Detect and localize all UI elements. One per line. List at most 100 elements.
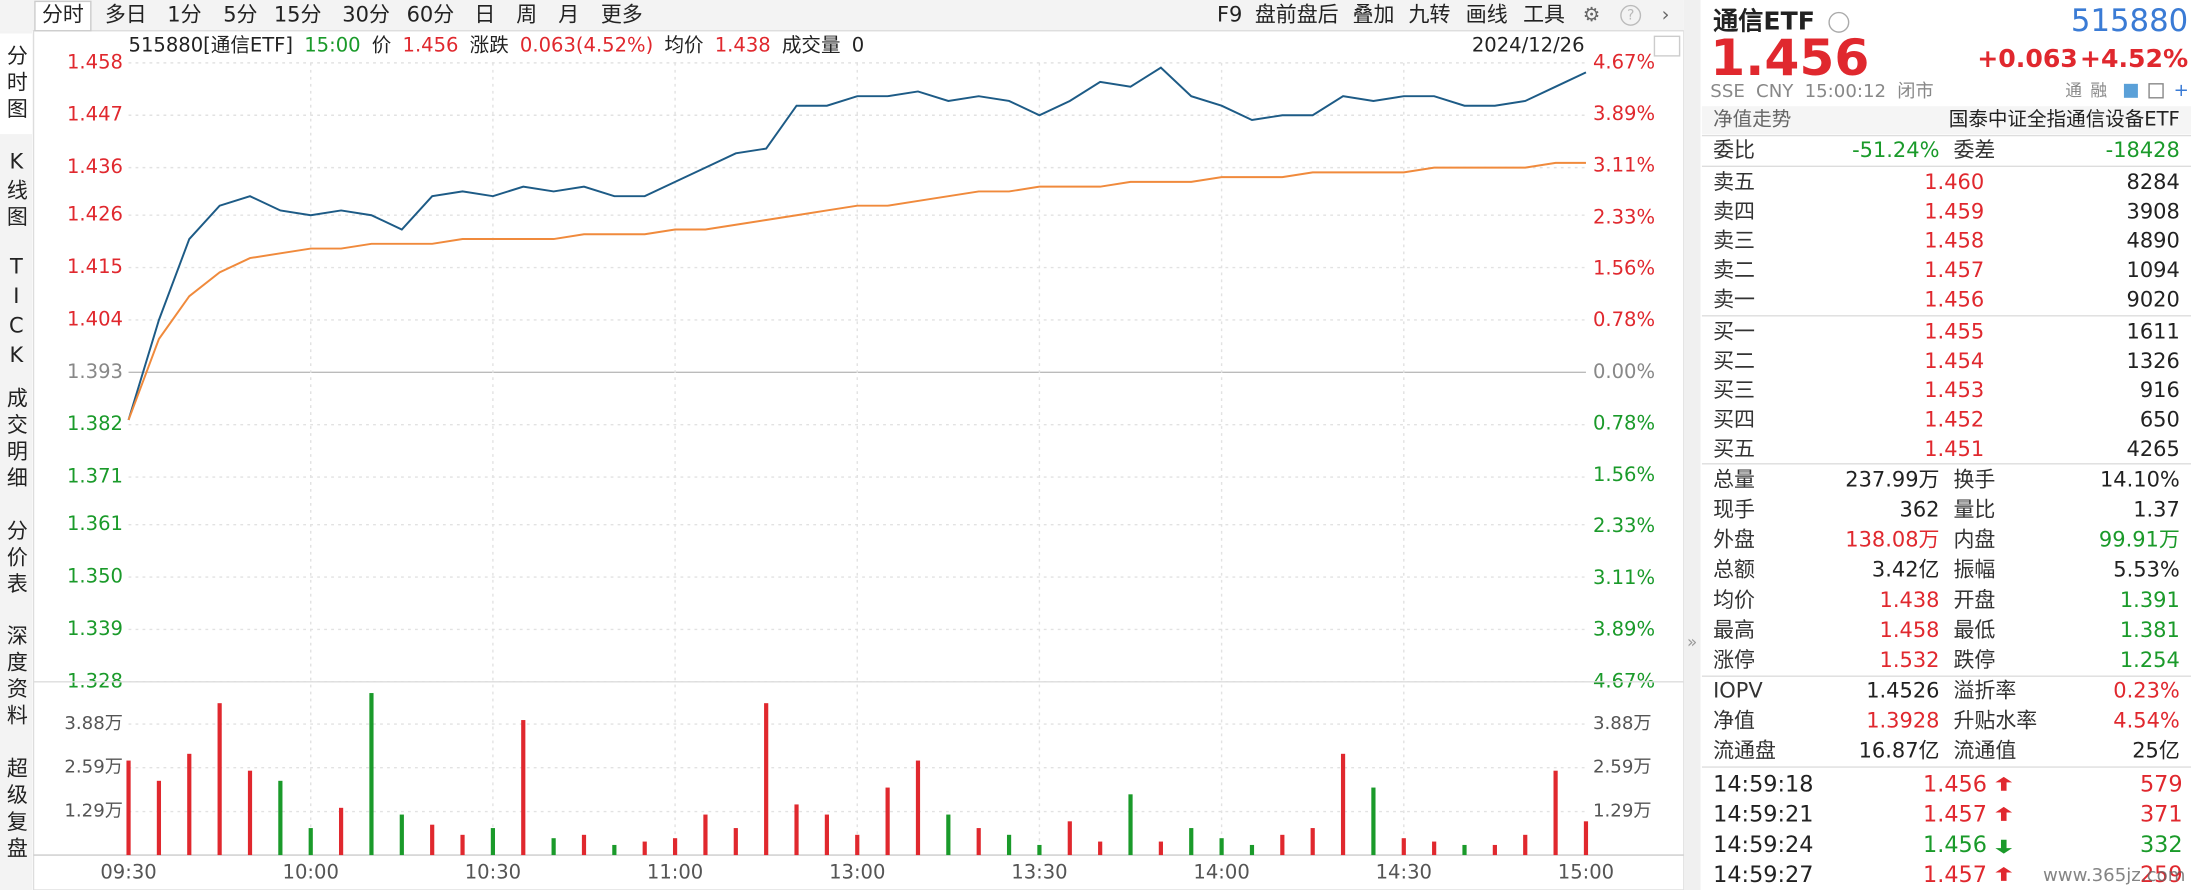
volume-bar [1158,841,1163,856]
stat-label: 流通值 [1953,739,2016,763]
volume-tick-label: 1.29万 [64,801,123,822]
volume-bar [1128,794,1133,856]
book-volume: 1611 [2127,320,2180,344]
volume-tick-label: 3.88万 [1593,713,1652,734]
stat-label: IOPV [1713,679,1763,703]
toolbar-tab[interactable]: 分时 [42,2,84,26]
stat-value: 14.10% [2100,468,2180,492]
toolbar-tab[interactable]: 5分 [223,2,257,26]
x-tick-label: 10:30 [465,861,521,884]
add-icon[interactable]: + [2174,80,2189,101]
volume-bar [1280,834,1285,856]
x-tick-label: 14:30 [1376,861,1432,884]
book-volume: 4265 [2127,437,2180,461]
y2-tick-label: 3.89% [1593,102,1655,125]
side-tab[interactable]: TICK [4,254,28,372]
volume-bar [1401,838,1406,856]
toolbar-tool[interactable]: 工具 [1523,2,1565,26]
volume-bar [1432,841,1437,856]
stat-label: 升贴水率 [1953,709,2037,733]
stat-value: 0.23% [2113,679,2180,703]
quote-tag: 通 [2065,80,2082,100]
volume-bar [915,760,921,856]
next-icon[interactable]: › [1662,3,1670,26]
toolbar-tab[interactable]: 日 [474,2,495,26]
active-tab [34,0,92,32]
chart-frame [32,30,1685,890]
volume-bar [855,834,860,856]
toolbar-tool[interactable]: 盘前盘后 [1255,2,1339,26]
trade-volume: 371 [2140,802,2183,828]
y-tick-label: 1.404 [67,307,123,330]
side-tab[interactable]: 分时图 [4,45,28,125]
trade-time: 14:59:24 [1713,832,1813,858]
collapse-icon[interactable]: » [1687,632,1697,652]
header-volume-label: 成交量 [782,34,841,57]
splitter[interactable] [1683,0,1701,890]
toolbar-tab[interactable]: 15分 [274,2,322,26]
toolbar-tool[interactable]: F9 [1217,2,1242,26]
info-icon[interactable] [1828,11,1850,33]
toolbar-tab[interactable]: 多日 [105,2,147,26]
volume-bar [1037,844,1042,856]
volume-bar [703,814,708,856]
y-tick-label: 1.426 [67,203,123,226]
trade-price: 1.457 [1923,862,1987,888]
toolbar-tab[interactable]: 60分 [407,2,455,26]
toolbar-tool[interactable]: 画线 [1466,2,1508,26]
side-tab[interactable]: 超级复盘 [4,757,28,863]
stat-label: 外盘 [1713,528,1755,552]
toolbar-tab[interactable]: 周 [516,2,537,26]
toolbar-tab[interactable]: 更多 [601,2,643,26]
help-icon[interactable] [1620,4,1642,26]
stat-value: 237.99万 [1845,468,1939,492]
book-volume: 3908 [2127,199,2180,223]
stat-label: 换手 [1953,468,1995,492]
window-icon[interactable] [2148,83,2164,99]
edit-icon[interactable] [2123,83,2138,98]
toolbar-tab[interactable]: 月 [558,2,579,26]
y-tick-label: 1.393 [67,360,123,383]
y-tick-label: 1.350 [67,565,123,588]
y2-tick-label: 2.33% [1593,514,1655,537]
volume-bar [1462,844,1467,856]
side-tab[interactable]: 深度资料 [4,625,28,731]
volume-bar [308,828,313,856]
side-tab[interactable]: K线图 [4,149,28,232]
side-tab[interactable]: 成交明细 [4,387,28,493]
stat-label: 最高 [1713,618,1755,642]
y-tick-label: 1.339 [67,617,123,640]
volume-bar [1492,844,1497,856]
y-tick-label: 1.328 [67,669,123,692]
volume-bar [764,703,769,856]
volume-bar [278,780,283,856]
stat-label: 均价 [1713,588,1755,612]
volume-bar [1553,770,1558,856]
nav-row-bg [1701,106,2191,135]
toolbar-tool[interactable]: 叠加 [1353,2,1395,26]
book-label: 卖五 [1713,170,1755,194]
toolbar-tool[interactable]: 九转 [1409,2,1451,26]
book-price: 1.454 [1924,349,1984,373]
nav-trend[interactable]: 净值走势 [1713,108,1791,131]
y2-tick-label: 0.78% [1593,412,1655,435]
volume-bar [551,838,556,856]
toolbar-tab[interactable]: 1分 [167,2,201,26]
stat-value: 1.4526 [1866,679,1939,703]
side-tab[interactable]: 分价表 [4,520,28,600]
stat-value: 25亿 [2132,739,2180,763]
stat-label: 总额 [1713,558,1755,582]
stat-value: 3.42亿 [1872,558,1940,582]
volume-bar [460,834,465,856]
stat-label: 溢折率 [1953,679,2016,703]
stat-value: 16.87亿 [1859,739,1940,763]
price-line [127,66,1587,421]
x-tick-label: 14:00 [1193,861,1249,884]
header-change-label: 涨跌 [470,34,509,57]
stat-label: 振幅 [1953,558,1995,582]
settings-icon[interactable]: ⚙ [1583,3,1601,26]
toolbar-tab[interactable]: 30分 [342,2,390,26]
trade-arrow [1995,839,2013,854]
y2-tick-label: 4.67% [1593,50,1655,73]
